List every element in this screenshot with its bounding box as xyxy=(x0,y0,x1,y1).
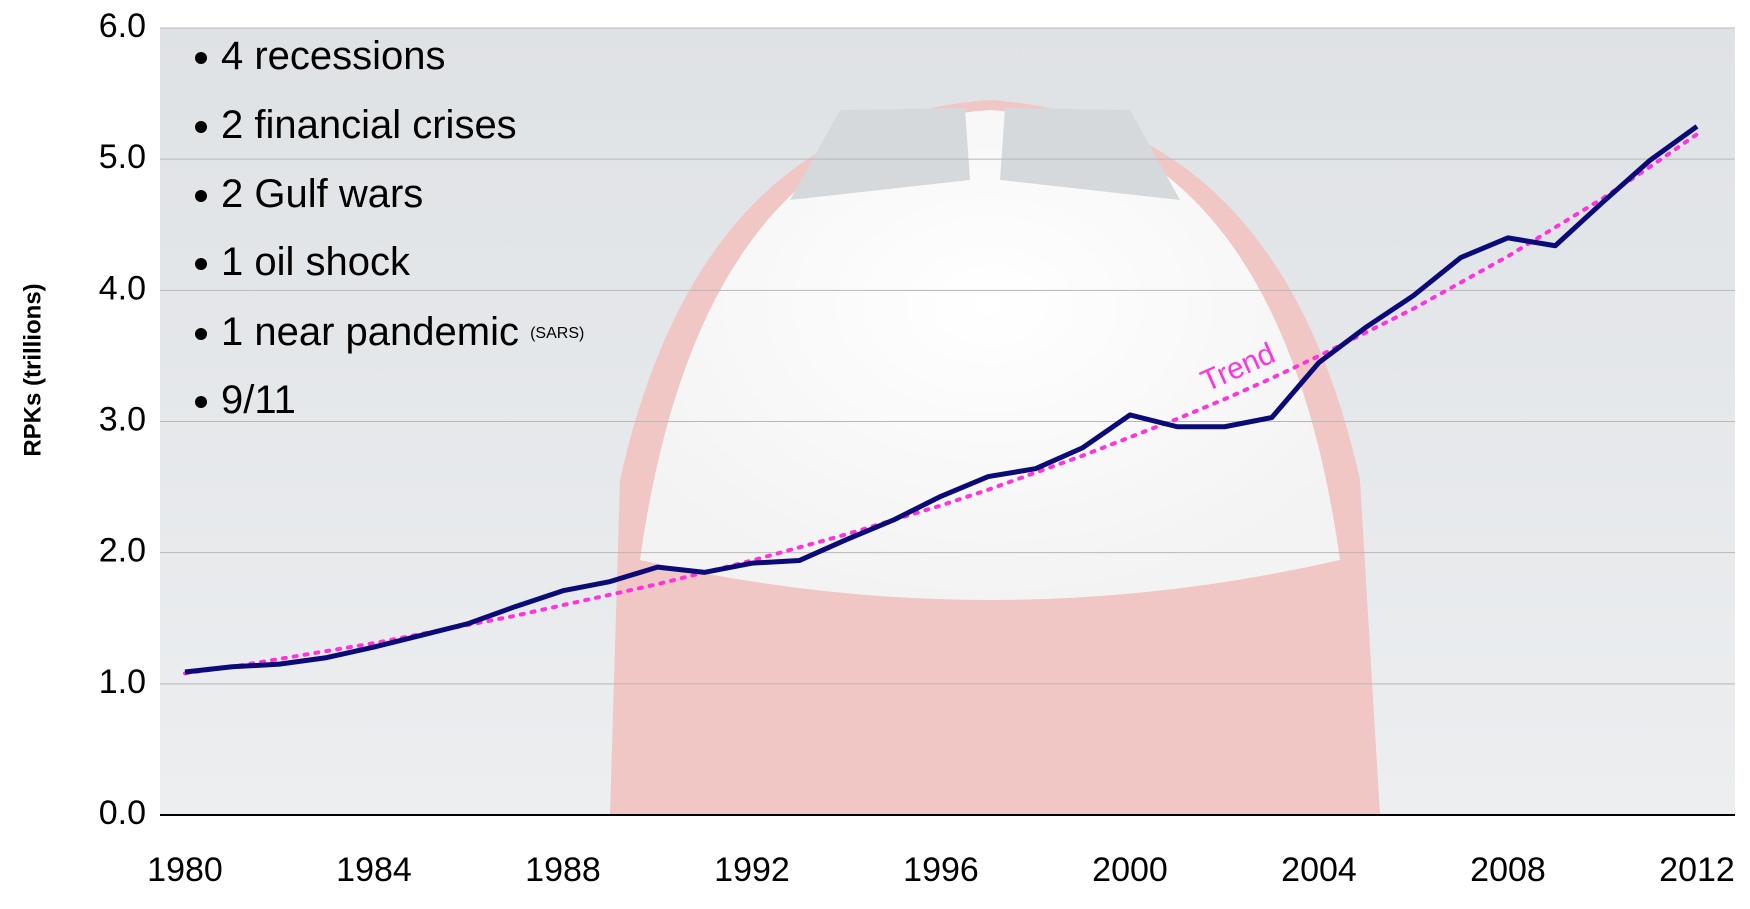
annotation-text: 9/11 xyxy=(221,378,296,422)
x-tick-label: 2008 xyxy=(1470,851,1546,889)
y-tick-label: 0.0 xyxy=(99,794,146,832)
annotation-text: 4 recessions xyxy=(221,34,446,78)
annotation-text: 2 Gulf wars xyxy=(221,172,423,216)
y-tick-label: 1.0 xyxy=(99,663,146,701)
bullet xyxy=(195,121,207,133)
x-tick-label: 2000 xyxy=(1092,851,1168,889)
x-tick-label: 1996 xyxy=(903,851,979,889)
annotation: 2 Gulf wars xyxy=(221,172,423,216)
annotation-note: (SARS) xyxy=(530,325,584,342)
bullet xyxy=(195,52,207,64)
y-tick-label: 6.0 xyxy=(99,7,146,45)
y-tick-label: 4.0 xyxy=(99,269,146,307)
bullet xyxy=(195,258,207,270)
annotation: 1 near pandemic (SARS) xyxy=(221,310,584,354)
annotation: 4 recessions xyxy=(221,34,446,78)
x-tick-label: 1988 xyxy=(525,851,601,889)
annotation: 2 financial crises xyxy=(221,103,517,147)
annotation-text: 2 financial crises xyxy=(221,103,517,147)
x-tick-label: 1984 xyxy=(336,851,412,889)
x-tick-label: 1992 xyxy=(714,851,790,889)
x-tick-label: 2004 xyxy=(1281,851,1357,889)
data-line xyxy=(184,124,1699,675)
y-tick-label: 2.0 xyxy=(99,532,146,570)
bullet xyxy=(195,190,207,202)
bullet xyxy=(195,328,207,340)
y-axis-label: RPKs (trillions) xyxy=(19,283,46,456)
annotation-text: 1 near pandemic xyxy=(221,310,519,354)
y-tick-label: 3.0 xyxy=(99,400,146,438)
x-tick-label: 2012 xyxy=(1659,851,1735,889)
bullet xyxy=(195,396,207,408)
x-tick-label: 1980 xyxy=(147,851,223,889)
annotation: 1 oil shock xyxy=(221,240,411,284)
annotation: 9/11 xyxy=(221,378,296,422)
annotation-text: 1 oil shock xyxy=(221,240,411,284)
y-tick-label: 5.0 xyxy=(99,138,146,176)
